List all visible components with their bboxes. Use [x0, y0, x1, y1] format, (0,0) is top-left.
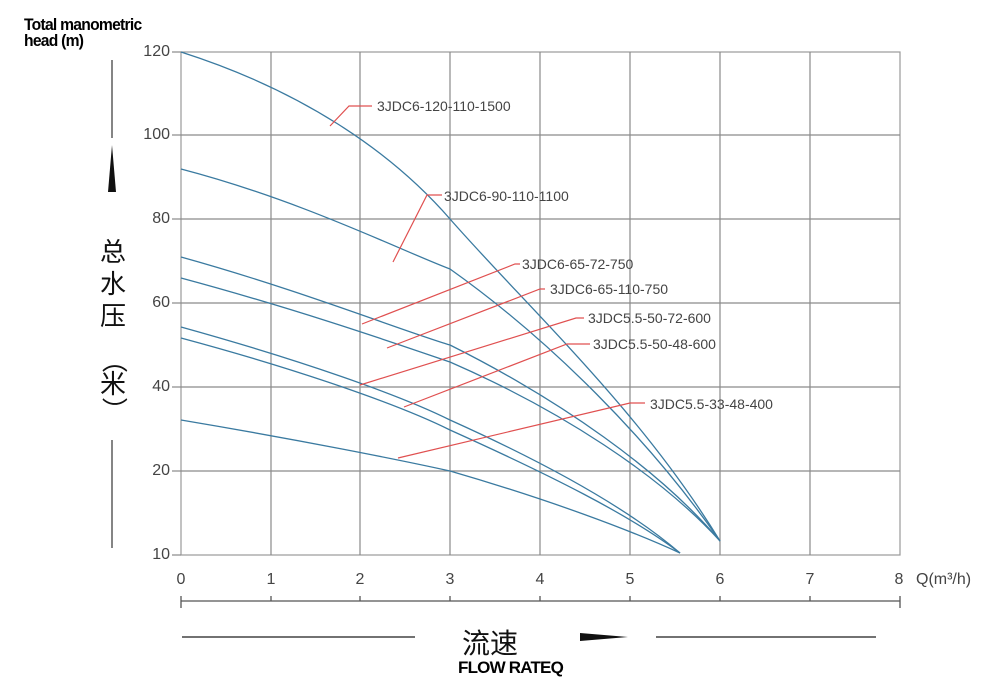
cn-char: 米 [99, 370, 126, 400]
curve-3JDC6-120-110-1500 [180, 51, 721, 542]
grid [180, 51, 901, 556]
label-3JDC5.5-50-48-600: 3JDC5.5-50-48-600 [593, 336, 716, 352]
cn-char: 压 [99, 302, 126, 332]
x-tick: 2 [355, 571, 365, 588]
y-tick: 40 [152, 378, 170, 395]
label-3JDC6-120-110-1500: 3JDC6-120-110-1500 [377, 98, 511, 114]
curve-3JDC5.5-50-48-600 [180, 337, 681, 554]
y-tick: 60 [152, 294, 170, 311]
label-3JDC6-90-110-1100: 3JDC6-90-110-1100 [444, 188, 569, 204]
x-direction-arrow [182, 633, 876, 641]
y-tick: 10 [152, 546, 170, 563]
x-tick: 7 [805, 571, 815, 588]
leader-lines [329, 105, 645, 459]
curve-3JDC6-65-72-750 [180, 256, 721, 542]
y-direction-arrow [108, 60, 116, 548]
curve-3JDC5.5-33-48-400 [180, 419, 681, 554]
y-tick: 120 [143, 43, 170, 60]
y-axis-title: Total manometric head (m) [24, 15, 142, 50]
label-3JDC6-65-72-750: 3JDC6-65-72-750 [522, 256, 633, 272]
x-tick: 1 [266, 571, 276, 588]
y-ticks [172, 51, 181, 556]
y-axis-title-line2: head (m) [24, 31, 84, 50]
x-tick: 0 [176, 571, 186, 588]
series-labels: 3JDC6-120-110-1500 3JDC6-90-110-1100 3JD… [377, 98, 773, 412]
curve-3JDC5.5-50-72-600 [180, 326, 681, 554]
y-tick: 80 [152, 210, 170, 227]
x-tick: 8 [894, 571, 904, 588]
pump-curves [180, 51, 721, 554]
x-tick: 3 [445, 571, 455, 588]
x-axis-chinese-label: 流速 [462, 627, 519, 660]
label-3JDC6-65-110-750: 3JDC6-65-110-750 [550, 281, 668, 297]
curve-3JDC6-65-110-750 [180, 277, 721, 542]
y-tick: 100 [143, 126, 170, 143]
x-tick: 5 [625, 571, 635, 588]
x-ruler [180, 596, 901, 608]
cn-char: 总 [99, 238, 126, 268]
curve-3JDC6-90-110-1100 [180, 168, 721, 542]
x-unit-label: Q(m³/h) [916, 571, 972, 588]
label-3JDC5.5-50-72-600: 3JDC5.5-50-72-600 [588, 310, 711, 326]
y-axis-title-line1: Total manometric [24, 15, 142, 34]
x-tick: 6 [715, 571, 725, 588]
x-tick: 4 [535, 571, 545, 588]
x-axis-title: FLOW RATEQ [458, 658, 564, 677]
label-3JDC5.5-33-48-400: 3JDC5.5-33-48-400 [650, 396, 773, 412]
y-tick: 20 [152, 462, 170, 479]
cn-char: 水 [99, 270, 126, 300]
